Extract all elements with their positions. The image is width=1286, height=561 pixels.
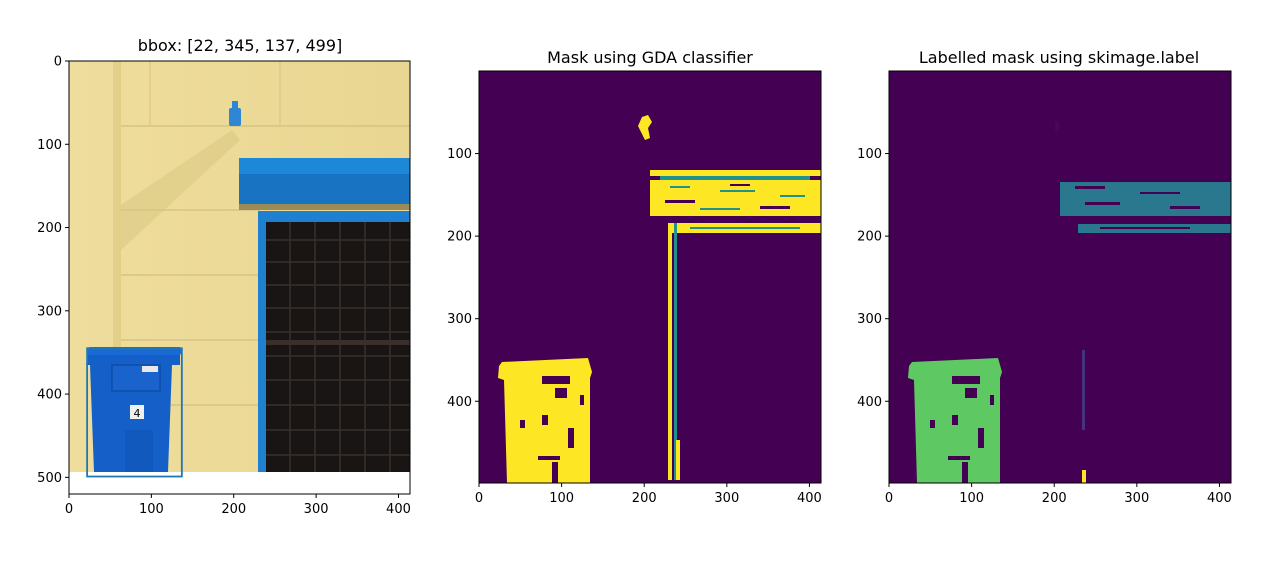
- panel-gda-title: Mask using GDA classifier: [547, 48, 753, 67]
- y-tick-label: 0: [54, 55, 62, 70]
- y-tick-label: 400: [447, 395, 472, 410]
- gda-mask-image: [479, 71, 821, 483]
- y-tick-label: 300: [857, 312, 882, 327]
- panel-labelled-mask: Labelled mask using skimage.label: [857, 48, 1232, 506]
- panel-gda-mask: Mask using GDA classifier: [447, 48, 822, 506]
- y-tick-label: 400: [37, 388, 62, 403]
- x-tick-label: 100: [549, 491, 574, 506]
- y-tick-label: 100: [857, 147, 882, 162]
- x-tick-label: 100: [959, 491, 984, 506]
- x-tick-label: 0: [885, 491, 893, 506]
- y-tick-label: 200: [37, 221, 62, 236]
- x-tick-label: 400: [1207, 491, 1232, 506]
- panel-photo: bbox: [22, 345, 137, 499]: [37, 36, 411, 517]
- x-tick-label: 300: [304, 502, 329, 517]
- x-tick-label: 0: [475, 491, 483, 506]
- y-tick-label: 100: [37, 138, 62, 153]
- photo-image: 4: [69, 61, 410, 472]
- panel-photo-title: bbox: [22, 345, 137, 499]: [138, 36, 343, 55]
- x-tick-label: 400: [386, 502, 411, 517]
- panel-labelled-ticks: 0 100 200 300 400 100 200 300 400: [857, 147, 1232, 506]
- x-tick-label: 0: [65, 502, 73, 517]
- x-tick-label: 300: [1124, 491, 1149, 506]
- y-tick-label: 500: [37, 471, 62, 486]
- x-tick-label: 200: [1042, 491, 1067, 506]
- y-tick-label: 200: [447, 230, 472, 245]
- panel-labelled-frame: [888, 70, 1232, 484]
- y-tick-label: 200: [857, 230, 882, 245]
- x-tick-label: 300: [714, 491, 739, 506]
- panel-photo-ticks: 0 100 200 300 400 0 100 200 300 400 500: [37, 55, 411, 518]
- labelled-mask-image: [889, 71, 1231, 483]
- panel-labelled-title: Labelled mask using skimage.label: [919, 48, 1199, 67]
- y-tick-label: 300: [37, 304, 62, 319]
- y-tick-label: 300: [447, 312, 472, 327]
- x-tick-label: 400: [797, 491, 822, 506]
- y-tick-label: 400: [857, 395, 882, 410]
- y-tick-label: 100: [447, 147, 472, 162]
- x-tick-label: 200: [632, 491, 657, 506]
- svg-text:4: 4: [134, 407, 141, 420]
- x-tick-label: 200: [221, 502, 246, 517]
- x-tick-label: 100: [139, 502, 164, 517]
- panel-gda-ticks: 0 100 200 300 400 100 200 300 400: [447, 147, 822, 506]
- panel-photo-frame: [68, 60, 411, 495]
- bbox-rectangle: [86, 347, 183, 478]
- panel-gda-frame: [478, 70, 822, 484]
